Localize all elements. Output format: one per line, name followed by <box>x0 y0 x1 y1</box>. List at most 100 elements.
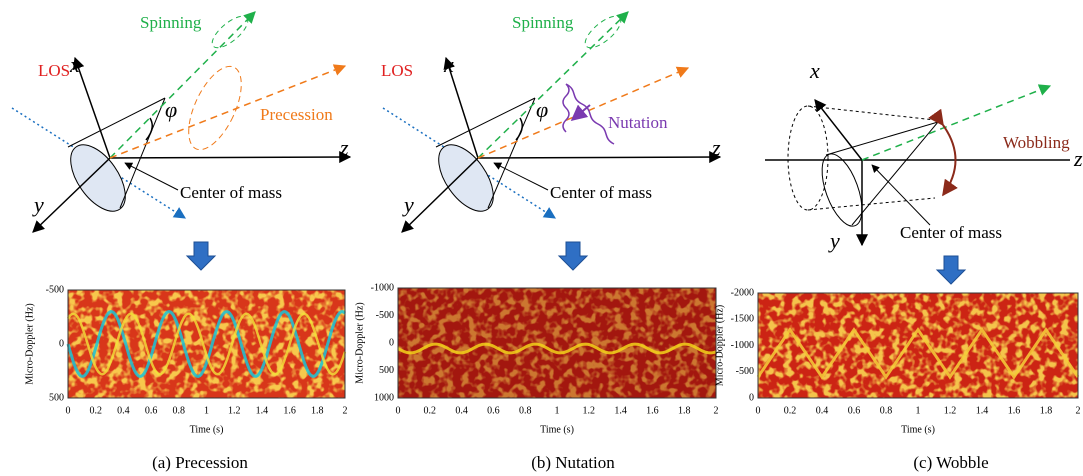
x-tick-label: 0 <box>66 405 71 416</box>
down-arrow <box>186 241 216 271</box>
x-tick-label: 0.6 <box>145 405 158 416</box>
x-tick-label: 1.8 <box>678 405 691 416</box>
spectrogram-noise <box>68 290 345 398</box>
z-label: z <box>711 135 721 160</box>
center-label: Center of mass <box>550 183 652 202</box>
y-axis <box>32 157 111 233</box>
y-tick-label: 500 <box>49 392 64 403</box>
x-tick-label: 0.8 <box>880 405 893 416</box>
y-label: y <box>828 228 840 253</box>
x-tick-label: 1.2 <box>228 405 241 416</box>
los-line <box>382 107 557 219</box>
x-tick-label: 1 <box>204 405 209 416</box>
spin-axis <box>477 11 629 159</box>
down-arrow <box>558 241 588 271</box>
caption: (b) Nutation <box>531 453 615 472</box>
spectrogram-signature <box>66 310 346 378</box>
down-arrow <box>936 255 966 285</box>
spectrogram-frame <box>67 289 346 399</box>
z-label: z <box>1073 146 1083 171</box>
cone-side <box>825 121 939 226</box>
y-label: y <box>32 192 44 217</box>
angle-label: φ <box>165 97 177 122</box>
spinning-label: Spinning <box>140 13 202 32</box>
y-tick-label: -500 <box>736 366 754 377</box>
caption: (a) Precession <box>152 453 248 472</box>
x-tick-label: 2 <box>1076 405 1081 416</box>
x-axis <box>814 99 863 161</box>
wobble-cone-base-dashed <box>787 105 829 211</box>
center-pointer <box>493 162 549 191</box>
y-axis <box>401 157 479 233</box>
x-tick-label: 0.2 <box>89 405 102 416</box>
x-tick-label: 1.2 <box>944 405 957 416</box>
wobble-arc <box>928 108 958 197</box>
x-tick-label: 0 <box>396 405 401 416</box>
panel-b-diagram: Spinning LOS x y z φ Nutation Center of … <box>381 11 722 271</box>
spin-axis <box>109 11 256 159</box>
spectrogram-signature <box>756 327 1080 380</box>
x-axis <box>443 56 479 159</box>
x-label: x <box>69 52 80 77</box>
panel-c-diagram: x y z Wobbling Center of mass <box>765 58 1083 285</box>
z-axis <box>109 151 352 164</box>
x-tick-label: 1.6 <box>1008 405 1021 416</box>
angle-arc <box>515 117 523 141</box>
angle-label: φ <box>536 97 548 122</box>
spectrogram-frame <box>757 292 1079 399</box>
z-axis <box>477 151 722 164</box>
x-tick-label: 2 <box>343 405 348 416</box>
precession-loop <box>188 65 242 151</box>
y-label: y <box>402 192 414 217</box>
x-tick-label: 0.6 <box>487 405 500 416</box>
z-label: z <box>339 135 349 160</box>
motion-label: Nutation <box>608 113 668 132</box>
y-tick-label: -1000 <box>731 340 754 351</box>
cone-side <box>67 97 166 209</box>
center-label: Center of mass <box>180 183 282 202</box>
x-tick-label: 1 <box>916 405 921 416</box>
x-tick-label: 1.6 <box>646 405 659 416</box>
spinning-label: Spinning <box>512 13 574 32</box>
x-tick-label: 0.2 <box>784 405 797 416</box>
x-label: x <box>809 58 820 83</box>
cone-base <box>70 144 126 212</box>
center-pointer <box>124 162 179 191</box>
x-tick-label: 0.4 <box>816 405 829 416</box>
nutation-arrow <box>570 104 591 122</box>
motion-label: Wobbling <box>1003 133 1070 152</box>
x-axis-title: Time (s) <box>901 424 935 435</box>
spectrogram-noise <box>398 288 716 398</box>
x-tick-label: 0.4 <box>117 405 130 416</box>
x-axis-title: Time (s) <box>190 424 224 435</box>
motion-label: Precession <box>260 105 333 124</box>
caption: (c) Wobble <box>913 453 988 472</box>
cone-side <box>435 97 536 209</box>
x-tick-label: 1.4 <box>976 405 989 416</box>
x-axis-title: Time (s) <box>540 424 574 435</box>
x-tick-label: 1.4 <box>614 405 627 416</box>
los-line <box>11 107 187 219</box>
cone-base <box>438 144 494 212</box>
x-tick-label: 0.8 <box>519 405 532 416</box>
y-tick-label: -500 <box>46 284 64 295</box>
x-tick-label: 1.2 <box>583 405 596 416</box>
x-tick-label: 0.6 <box>848 405 861 416</box>
y-axis-title: Micro-Doppler (Hz) <box>354 302 365 383</box>
x-tick-label: 2 <box>714 405 719 416</box>
nutation-wave <box>562 83 615 145</box>
los-label: LOS <box>381 61 413 80</box>
x-tick-label: 1.4 <box>256 405 269 416</box>
y-axis-title: Micro-Doppler (Hz) <box>714 305 725 386</box>
spin-loop <box>211 15 249 49</box>
spectrogram-signature <box>397 342 717 355</box>
x-tick-label: 1.8 <box>311 405 324 416</box>
y-tick-label: -2000 <box>731 287 754 298</box>
y-tick-label: 500 <box>379 365 394 376</box>
center-pointer <box>871 164 931 226</box>
spectrogram-signature <box>66 312 347 376</box>
los-label: LOS <box>38 61 70 80</box>
x-tick-label: 0.4 <box>455 405 468 416</box>
spin-loop <box>584 15 622 49</box>
